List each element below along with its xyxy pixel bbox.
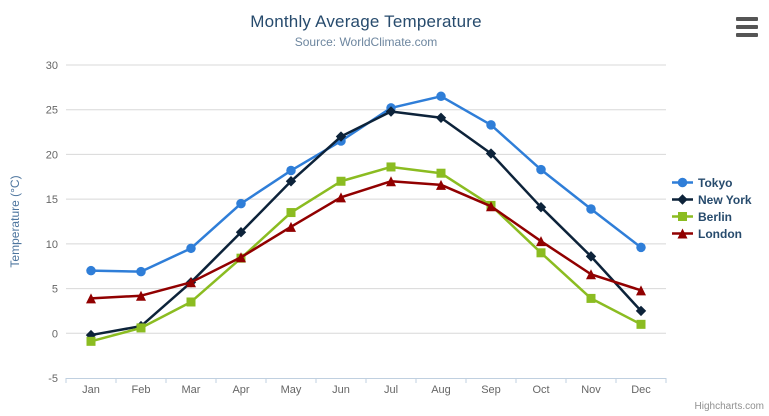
data-point-london-apr[interactable] [236, 252, 246, 263]
series-line-berlin [89, 165, 643, 343]
chart-title: Monthly Average Temperature [250, 12, 482, 31]
data-point-berlin-dec[interactable] [636, 319, 646, 329]
x-axis-label: Nov [581, 384, 601, 396]
data-point-new-york-jun[interactable] [335, 131, 347, 142]
x-axis-label: Jul [384, 384, 398, 396]
data-point-new-york-aug[interactable] [435, 112, 447, 123]
series-line-london [89, 180, 643, 300]
y-axis-label: 25 [46, 105, 58, 117]
data-point-tokyo-dec[interactable] [636, 242, 646, 253]
data-point-new-york-sep[interactable] [485, 148, 497, 159]
y-axis-label: 15 [46, 194, 58, 206]
data-point-new-york-dec[interactable] [635, 305, 647, 317]
data-point-london-feb[interactable] [136, 290, 146, 301]
legend-item-london[interactable]: London [672, 225, 752, 242]
legend-label: Berlin [698, 209, 733, 224]
data-point-new-york-nov[interactable] [585, 251, 597, 262]
data-point-berlin-mar[interactable] [186, 297, 196, 307]
data-point-berlin-jan[interactable] [86, 336, 96, 346]
legend: Tokyo New York Berlin London [672, 174, 752, 242]
y-axis-label: 5 [52, 284, 58, 296]
triangle-marker-icon [672, 228, 693, 239]
data-point-tokyo-aug[interactable] [436, 91, 446, 102]
x-axis-label: Aug [431, 384, 451, 396]
data-point-new-york-oct[interactable] [535, 201, 547, 213]
data-point-berlin-oct[interactable] [536, 248, 546, 258]
square-marker-icon [672, 212, 693, 221]
data-point-tokyo-apr[interactable] [236, 198, 246, 209]
data-point-tokyo-nov[interactable] [586, 204, 596, 214]
data-point-berlin-jul[interactable] [386, 162, 396, 172]
x-axis-label: Mar [182, 384, 201, 396]
data-point-london-oct[interactable] [536, 236, 546, 247]
data-point-tokyo-may[interactable] [286, 165, 296, 176]
y-axis-label: 10 [46, 239, 58, 251]
data-point-tokyo-feb[interactable] [136, 266, 146, 277]
x-axis-label: Sep [481, 384, 501, 396]
data-point-tokyo-mar[interactable] [186, 243, 196, 254]
data-point-new-york-may[interactable] [285, 176, 297, 187]
context-menu-button[interactable] [736, 17, 760, 37]
y-axis-label: -5 [48, 373, 58, 385]
data-point-london-sep[interactable] [486, 201, 496, 212]
series-line-tokyo [89, 95, 643, 273]
data-point-london-aug[interactable] [436, 179, 446, 190]
data-point-berlin-feb[interactable] [136, 323, 146, 333]
legend-label: Tokyo [698, 175, 733, 190]
x-axis-label: May [281, 384, 302, 396]
data-point-london-may[interactable] [286, 221, 296, 232]
data-point-new-york-apr[interactable] [235, 227, 247, 238]
x-axis-label: Feb [132, 384, 151, 396]
hamburger-icon [736, 17, 758, 21]
y-axis-label: 0 [52, 328, 58, 340]
data-point-new-york-jul[interactable] [385, 106, 397, 117]
legend-label: New York [698, 192, 752, 207]
data-point-tokyo-oct[interactable] [536, 164, 546, 175]
data-point-berlin-nov[interactable] [586, 293, 596, 303]
data-point-berlin-may[interactable] [286, 208, 296, 218]
credits-link[interactable]: Highcharts.com [694, 401, 764, 412]
legend-item-tokyo[interactable]: Tokyo [672, 174, 752, 191]
legend-label: London [698, 226, 742, 241]
data-point-tokyo-jan[interactable] [86, 265, 96, 276]
data-point-berlin-aug[interactable] [436, 168, 446, 178]
data-point-london-jun[interactable] [336, 192, 346, 203]
y-axis-label: 20 [46, 149, 58, 161]
y-axis-label: 30 [46, 60, 58, 72]
data-point-london-jul[interactable] [386, 176, 396, 187]
data-point-london-nov[interactable] [586, 269, 596, 280]
y-axis-title: Temperature (°C) [8, 175, 22, 267]
x-axis-label: Oct [532, 384, 549, 396]
chart-subtitle: Source: WorldClimate.com [294, 35, 438, 49]
data-point-london-mar[interactable] [186, 277, 196, 288]
x-axis-label: Apr [232, 384, 249, 396]
series-line-new-york [89, 110, 643, 337]
legend-item-new-york[interactable]: New York [672, 191, 752, 208]
circle-marker-icon [672, 177, 693, 188]
data-point-london-dec[interactable] [636, 285, 646, 296]
x-axis-label: Jan [82, 384, 100, 396]
x-axis-label: Dec [631, 384, 651, 396]
data-point-berlin-jun[interactable] [336, 176, 346, 186]
diamond-marker-icon [672, 194, 693, 205]
data-point-london-jan[interactable] [86, 293, 96, 304]
data-point-tokyo-sep[interactable] [486, 120, 496, 130]
x-axis-label: Jun [332, 384, 350, 396]
legend-item-berlin[interactable]: Berlin [672, 208, 752, 225]
